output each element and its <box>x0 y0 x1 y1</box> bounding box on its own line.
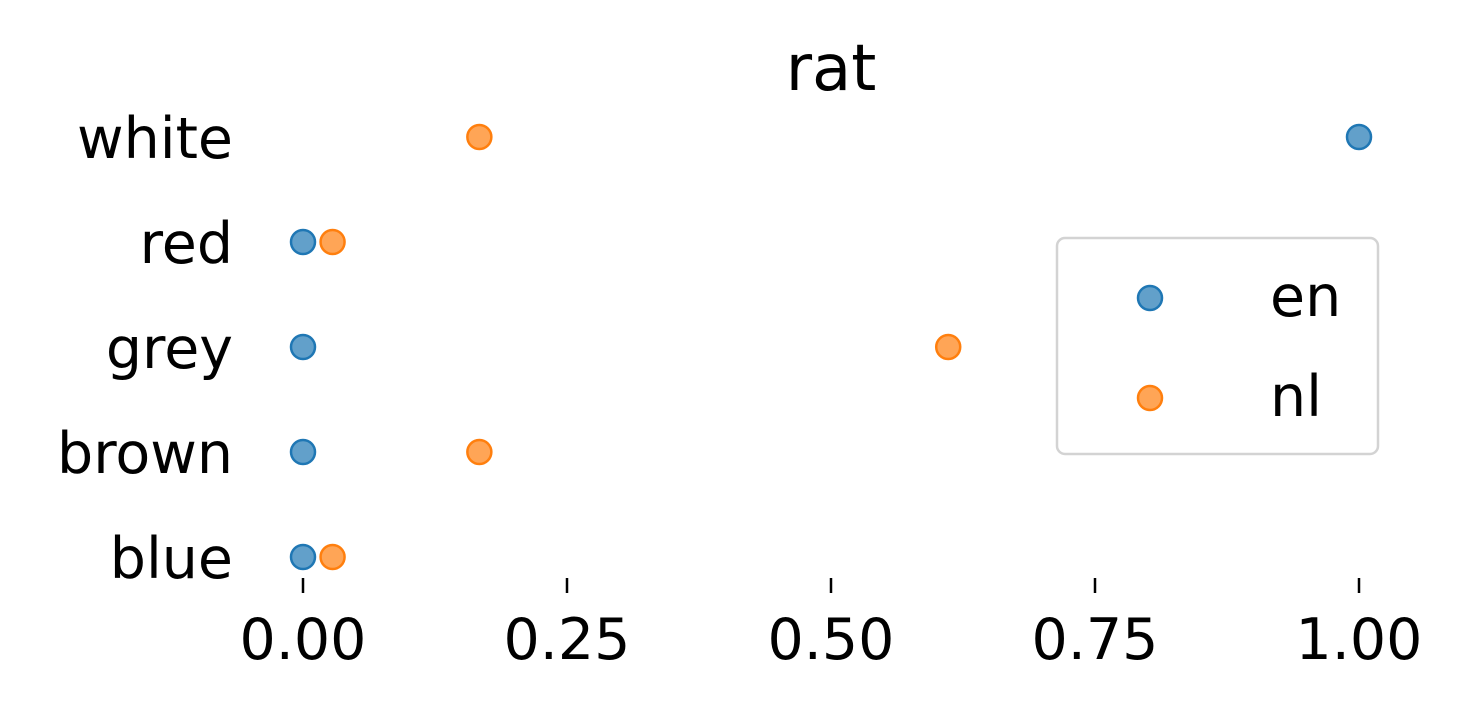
y-tick-label-red: red <box>140 211 233 277</box>
legend-label-nl: nl <box>1270 364 1322 430</box>
x-axis-ticks: 0.00 0.25 0.50 0.75 1.00 <box>240 578 1423 673</box>
data-points <box>289 123 1373 571</box>
point-en-brown <box>289 438 317 466</box>
legend-marker-en <box>1136 284 1164 312</box>
point-nl-red <box>319 228 346 256</box>
legend-label-en: en <box>1270 264 1341 330</box>
point-nl-grey <box>934 333 962 361</box>
point-nl-blue <box>319 543 346 571</box>
y-tick-label-grey: grey <box>106 316 233 382</box>
point-en-blue <box>289 543 317 571</box>
x-tick-label: 0.00 <box>240 607 367 673</box>
y-tick-label-white: white <box>77 106 233 172</box>
y-tick-label-blue: blue <box>110 526 233 592</box>
x-tick-label: 1.00 <box>1296 607 1423 673</box>
x-tick-label: 0.25 <box>504 607 631 673</box>
x-tick-label: 0.50 <box>768 607 895 673</box>
legend-marker-nl <box>1136 384 1164 412</box>
point-en-white <box>1345 123 1373 151</box>
x-tick-label: 0.75 <box>1032 607 1159 673</box>
y-tick-label-brown: brown <box>57 421 233 487</box>
point-nl-white <box>466 123 493 151</box>
y-axis-labels: white red grey brown blue <box>57 106 233 592</box>
point-en-grey <box>289 333 317 361</box>
chart-title: rat <box>786 32 877 106</box>
point-en-red <box>289 228 317 256</box>
legend: en nl <box>1055 236 1380 456</box>
point-nl-brown <box>466 438 493 466</box>
